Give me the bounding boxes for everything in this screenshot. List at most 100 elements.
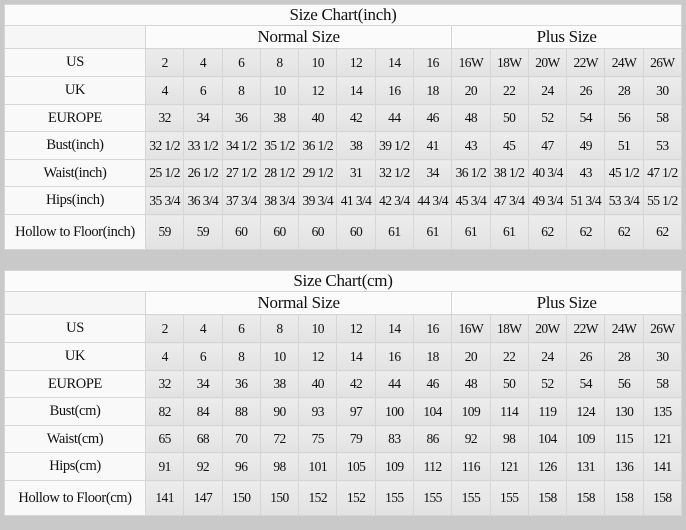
size-cell: 82 [144, 397, 185, 426]
size-cell: 22W [566, 48, 606, 77]
size-cell: 34 1/2 [221, 131, 261, 160]
table-row: EUROPE 32 34 36 38 40 42 44 46 48 50 52 54 56 58 [4, 104, 683, 132]
size-cell: 56 [604, 104, 644, 132]
size-cell: 61 [412, 214, 453, 250]
size-cell: 20 [451, 76, 491, 105]
size-cell: 27 1/2 [221, 159, 261, 187]
size-cell: 12 [336, 314, 376, 343]
size-cell: 39 1/2 [374, 131, 414, 160]
size-cell: 62 [604, 214, 644, 250]
size-cell: 35 1/2 [259, 131, 300, 160]
size-cell: 10 [259, 342, 300, 371]
size-cell: 72 [259, 425, 300, 453]
size-cell: 83 [374, 425, 414, 453]
size-cell: 98 [259, 452, 300, 481]
size-cell: 60 [298, 214, 338, 250]
size-cell: 158 [527, 480, 568, 516]
size-cell: 47 [527, 131, 568, 160]
size-cell: 14 [374, 314, 414, 343]
size-cell: 48 [451, 104, 491, 132]
row-label: EUROPE [4, 104, 146, 132]
size-chart-inch-table: Size Chart(inch) Normal Size Plus Size US 2 4… [4, 4, 683, 250]
size-cell: 101 [298, 452, 338, 481]
size-cell: 112 [412, 452, 453, 481]
size-cell: 109 [374, 452, 414, 481]
size-cell: 6 [183, 342, 223, 371]
size-cell: 46 [412, 104, 453, 132]
size-cell: 51 [604, 131, 644, 160]
size-cell: 119 [527, 397, 568, 426]
row-label: Bust(inch) [4, 131, 146, 160]
size-cell: 88 [221, 397, 261, 426]
size-cell: 43 [451, 131, 491, 160]
size-cell: 150 [259, 480, 300, 516]
size-cell: 12 [298, 342, 338, 371]
size-cell: 121 [642, 425, 683, 453]
normal-size-header: Normal Size [144, 291, 453, 315]
size-cell: 42 [336, 370, 376, 398]
size-cell: 59 [183, 214, 223, 250]
size-cell: 53 3/4 [604, 186, 644, 215]
size-cell: 68 [183, 425, 223, 453]
size-cell: 124 [566, 397, 606, 426]
size-cell: 100 [374, 397, 414, 426]
size-cell: 121 [489, 452, 529, 481]
table-row: UK 4 6 8 10 12 14 16 18 20 22 24 26 28 30 [4, 342, 683, 371]
size-cell: 38 3/4 [259, 186, 300, 215]
size-cell: 12 [298, 76, 338, 105]
size-cell: 40 3/4 [527, 159, 568, 187]
size-cell: 24 [527, 342, 568, 371]
table-row: US 2 4 6 8 10 12 14 16 16W 18W 20W 22W 24W 26W [4, 314, 683, 343]
size-cell: 34 [183, 370, 223, 398]
size-cell: 42 3/4 [374, 186, 414, 215]
size-cell: 22W [566, 314, 606, 343]
title-row: Size Chart(inch) [4, 4, 682, 26]
size-cell: 33 1/2 [183, 131, 223, 160]
size-cell: 34 [183, 104, 223, 132]
size-cell: 155 [412, 480, 453, 516]
size-cell: 16W [451, 48, 491, 77]
size-cell: 116 [451, 452, 491, 481]
size-cell: 59 [144, 214, 185, 250]
size-cell: 10 [259, 76, 300, 105]
size-cell: 158 [642, 480, 683, 516]
chart-title: Size Chart(inch) [4, 4, 682, 26]
size-cell: 47 3/4 [489, 186, 529, 215]
plus-size-header: Plus Size [451, 25, 682, 49]
size-cell: 96 [221, 452, 261, 481]
size-cell: 58 [642, 104, 683, 132]
row-label: Hollow to Floor(inch) [4, 214, 146, 250]
size-cell: 14 [336, 342, 376, 371]
row-label: Waist(inch) [4, 159, 146, 187]
size-cell: 92 [451, 425, 491, 453]
size-cell: 18 [412, 342, 453, 371]
table-row: Hips(cm) 91 92 96 98 101 105 109 112 116 121 126 131… [4, 452, 683, 481]
size-cell: 32 1/2 [144, 131, 185, 160]
size-cell: 49 [566, 131, 606, 160]
size-cell: 147 [183, 480, 223, 516]
row-label: EUROPE [4, 370, 146, 398]
size-cell: 45 1/2 [604, 159, 644, 187]
group-header-row: Normal Size Plus Size [4, 25, 682, 49]
size-cell: 8 [221, 342, 261, 371]
size-cell: 8 [259, 48, 300, 77]
size-cell: 62 [566, 214, 606, 250]
size-cell: 29 1/2 [298, 159, 338, 187]
row-label: Hips(cm) [4, 452, 146, 481]
size-cell: 135 [642, 397, 683, 426]
corner-cell [4, 291, 146, 315]
size-cell: 4 [144, 342, 185, 371]
size-cell: 16 [374, 76, 414, 105]
size-cell: 152 [336, 480, 376, 516]
size-cell: 12 [336, 48, 376, 77]
size-cell: 4 [183, 314, 223, 343]
size-cell: 18 [412, 76, 453, 105]
size-cell: 104 [527, 425, 568, 453]
size-cell: 104 [412, 397, 453, 426]
size-cell: 158 [566, 480, 606, 516]
size-cell: 62 [642, 214, 683, 250]
row-label: Waist(cm) [4, 425, 146, 453]
table-row: Hips(inch) 35 3/4 36 3/4 37 3/4 38 3/4 39 3/4… [4, 186, 683, 215]
size-cell: 92 [183, 452, 223, 481]
size-cell: 38 [259, 370, 300, 398]
